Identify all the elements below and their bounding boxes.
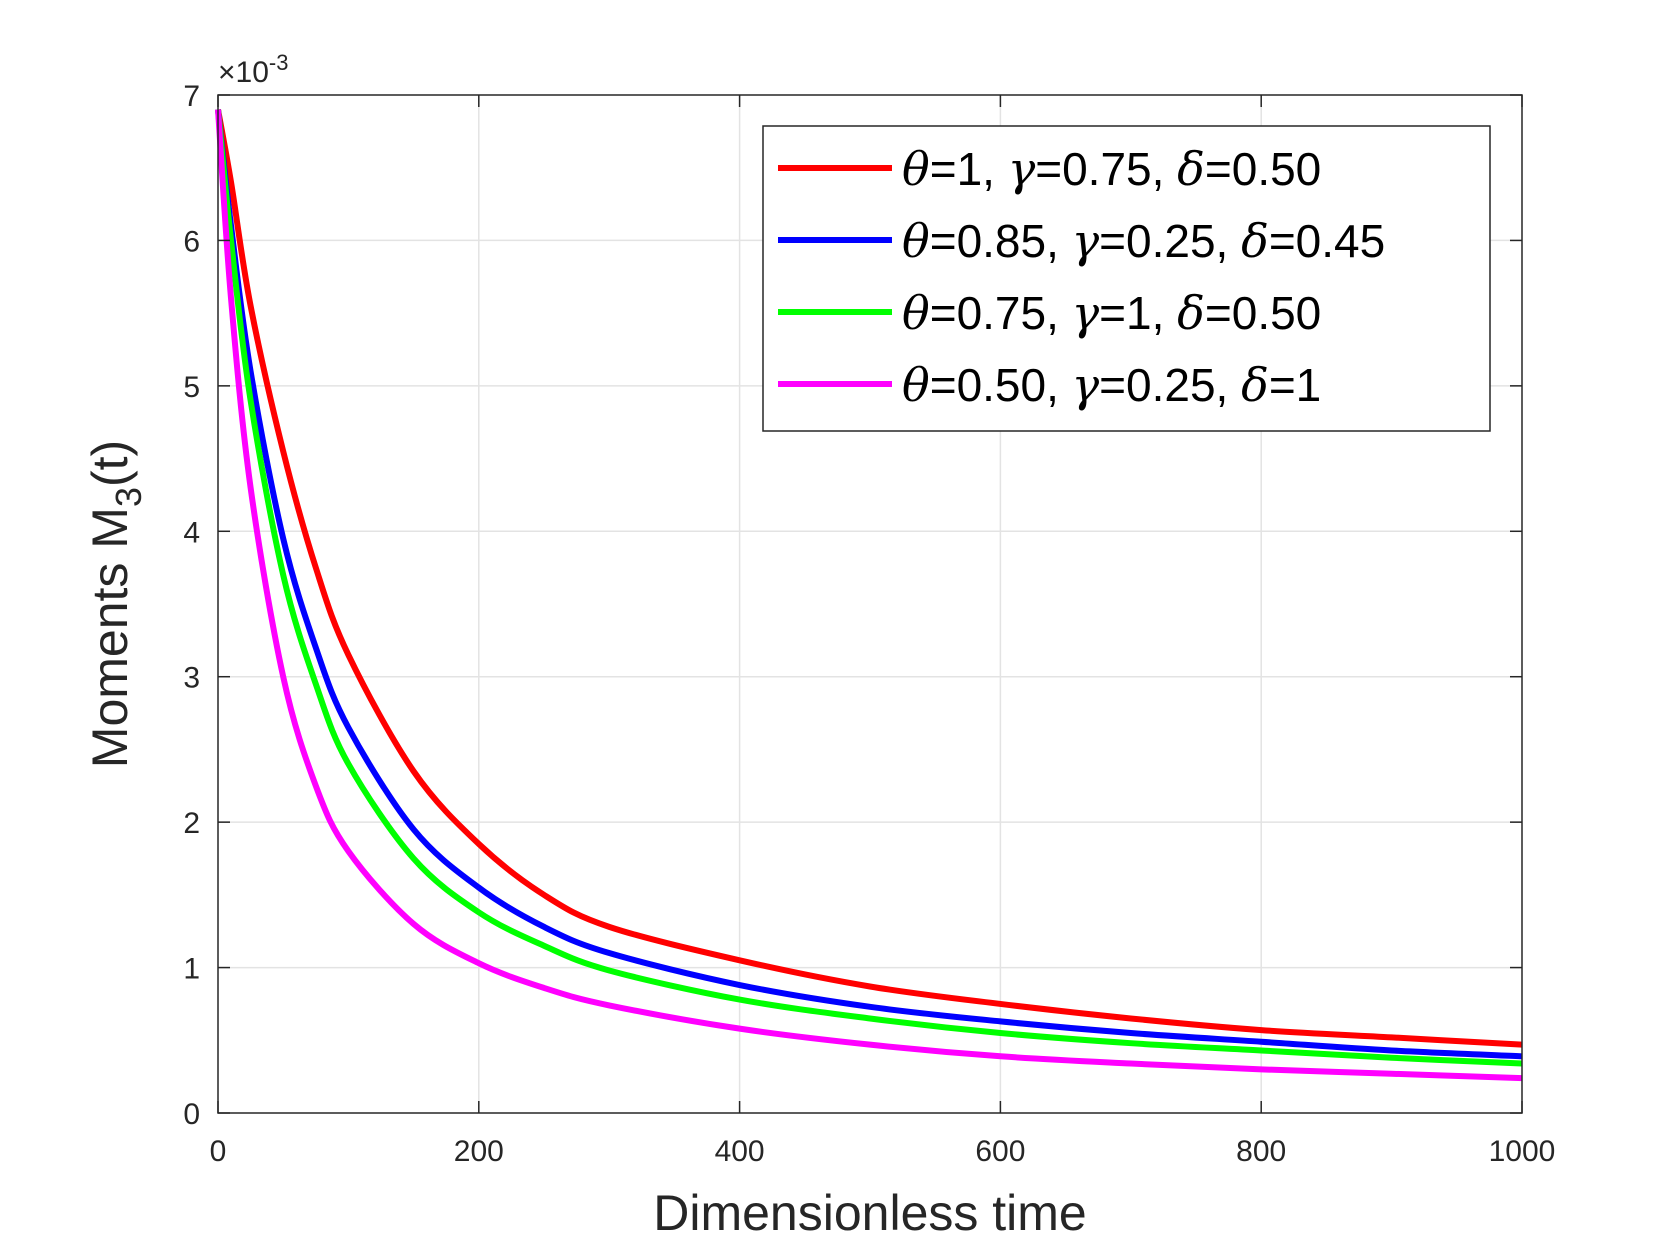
x-tick-label: 0 [210, 1135, 227, 1168]
series-line-2 [215, 109, 1523, 1060]
y-tick-label: 1 [183, 953, 200, 986]
tick-labels: 0 200 400 600 800 1000 0 1 2 3 4 5 6 7 [183, 80, 1555, 1168]
x-tick-label: 400 [715, 1135, 765, 1168]
x-tick-label: 800 [1236, 1135, 1286, 1168]
series-line-4 [215, 109, 1523, 1082]
y-tick-label: 3 [183, 662, 200, 695]
y-tick-label: 7 [183, 80, 200, 113]
ticks [217, 94, 1523, 1114]
legend-label-2: θ=0.85, γ=0.25, δ=0.45 [902, 214, 1385, 268]
legend-label-3: θ=0.75, γ=1, δ=0.50 [902, 286, 1321, 340]
x-tick-label: 600 [975, 1135, 1025, 1168]
legend-label-1: θ=1, γ=0.75, δ=0.50 [902, 142, 1321, 196]
x-axis-title: Dimensionless time [653, 1185, 1086, 1241]
y-axis-title: Moments M3(t) [82, 440, 149, 768]
y-tick-label: 4 [183, 516, 200, 549]
y-tick-label: 6 [183, 225, 200, 258]
x-tick-label: 200 [454, 1135, 504, 1168]
y-tick-label: 5 [183, 371, 200, 404]
series-group [215, 109, 1523, 1082]
legend-box [762, 125, 1491, 432]
series-line-3 [215, 109, 1523, 1067]
legend: θ=1, γ=0.75, δ=0.50 θ=0.85, γ=0.25, δ=0.4… [762, 125, 1491, 432]
y-exponent-label: ×10-3 [218, 50, 288, 89]
y-tick-label: 2 [183, 807, 200, 840]
x-tick-label: 1000 [1489, 1135, 1556, 1168]
series-line-1 [215, 109, 1523, 1048]
axes-box [217, 94, 1523, 1114]
y-tick-label: 0 [183, 1098, 200, 1131]
legend-label-4: θ=0.50, γ=0.25, δ=1 [902, 358, 1321, 412]
